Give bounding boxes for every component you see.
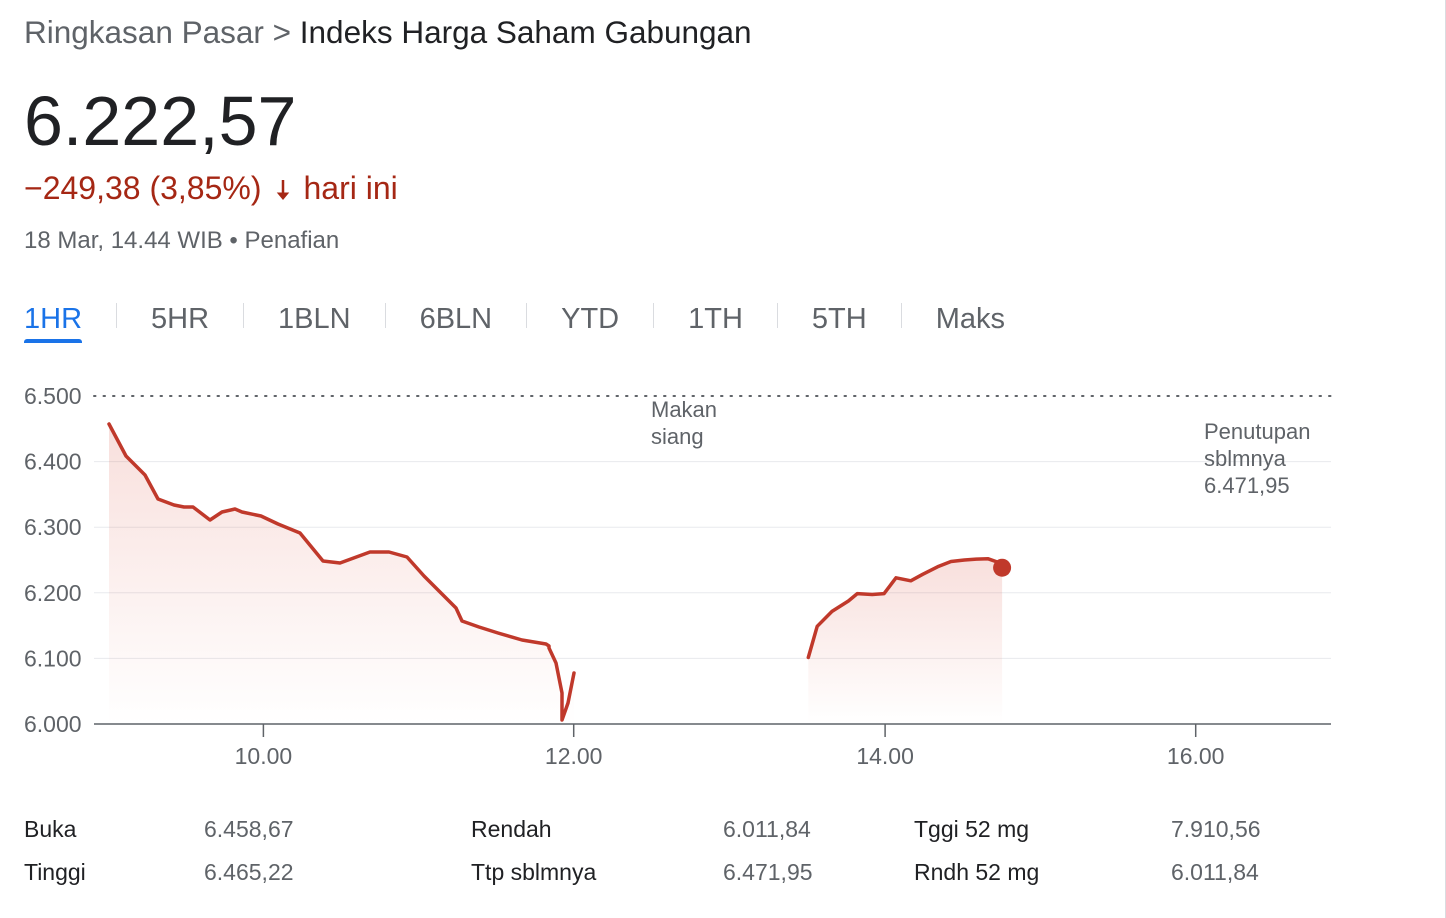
svg-text:Penutupan: Penutupan	[1204, 419, 1310, 444]
svg-text:6.100: 6.100	[24, 645, 82, 671]
svg-text:6.300: 6.300	[24, 514, 82, 540]
svg-text:6.400: 6.400	[24, 449, 82, 475]
svg-text:12.00: 12.00	[545, 743, 603, 769]
svg-text:6.000: 6.000	[24, 711, 82, 737]
svg-text:6.200: 6.200	[24, 580, 82, 606]
svg-text:Makan: Makan	[651, 397, 717, 422]
svg-text:6.471,95: 6.471,95	[1204, 473, 1290, 498]
svg-text:16.00: 16.00	[1167, 743, 1225, 769]
svg-text:sblmnya: sblmnya	[1204, 446, 1287, 471]
svg-text:6.500: 6.500	[24, 383, 82, 409]
svg-text:10.00: 10.00	[235, 743, 293, 769]
svg-text:siang: siang	[651, 424, 704, 449]
svg-text:14.00: 14.00	[856, 743, 914, 769]
